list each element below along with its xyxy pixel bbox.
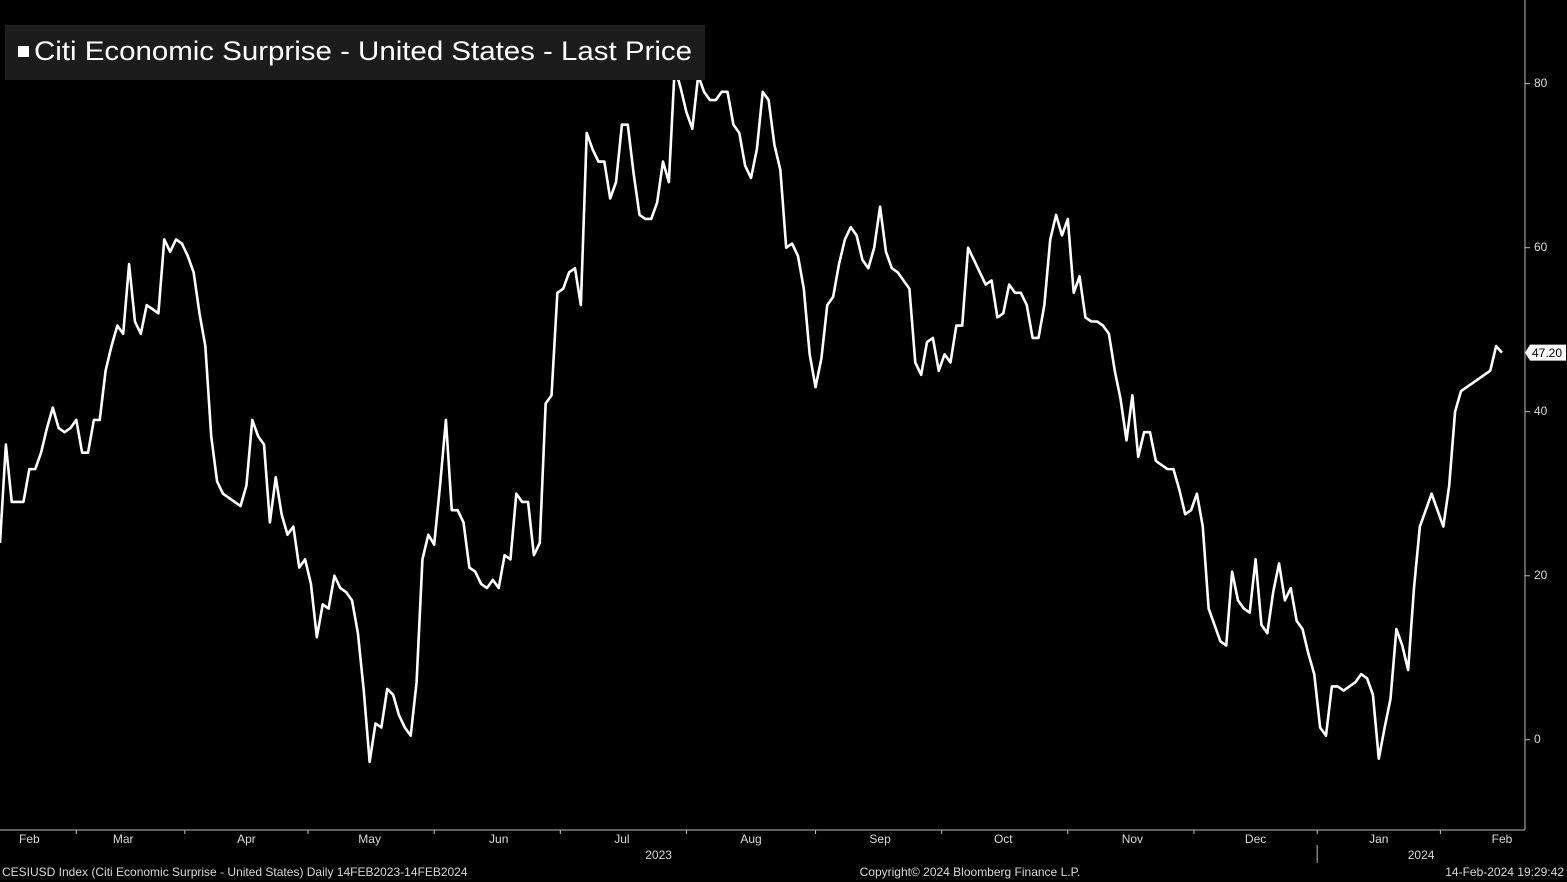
x-tick-label: Feb: [1492, 832, 1513, 846]
x-tick-label: Jul: [614, 832, 629, 846]
y-tick-label: 40: [1534, 404, 1548, 418]
x-tick-label: Dec: [1245, 832, 1266, 846]
x-tick-label: Oct: [994, 832, 1013, 846]
legend-box: [5, 25, 705, 80]
last-price-label: 47.20: [1532, 346, 1562, 360]
y-tick-label: 0: [1534, 732, 1541, 746]
y-tick-label: 80: [1534, 76, 1548, 90]
x-tick-label: Jun: [489, 832, 508, 846]
x-tick-label: Mar: [113, 832, 134, 846]
y-tick-label: 20: [1534, 568, 1548, 582]
year-label: 2023: [645, 848, 672, 862]
x-tick-label: Nov: [1122, 832, 1143, 846]
footer-left: CESIUSD Index (Citi Economic Surprise - …: [2, 865, 468, 879]
year-label: 2024: [1408, 848, 1435, 862]
x-tick-label: Apr: [237, 832, 256, 846]
x-tick-label: Jan: [1369, 832, 1388, 846]
series-line: [0, 65, 1503, 764]
x-tick-label: Aug: [740, 832, 761, 846]
legend-label: Citi Economic Surprise - United States -…: [34, 36, 692, 66]
x-tick-label: May: [358, 832, 381, 846]
x-tick-label: Feb: [19, 832, 40, 846]
legend-swatch: [18, 46, 29, 57]
last-price-tag: [1525, 344, 1566, 361]
x-tick-label: Sep: [869, 832, 891, 846]
footer-center: Copyright© 2024 Bloomberg Finance L.P.: [860, 865, 1081, 879]
y-tick-label: 60: [1534, 240, 1548, 254]
footer-right: 14-Feb-2024 19:29:42: [1445, 865, 1564, 879]
